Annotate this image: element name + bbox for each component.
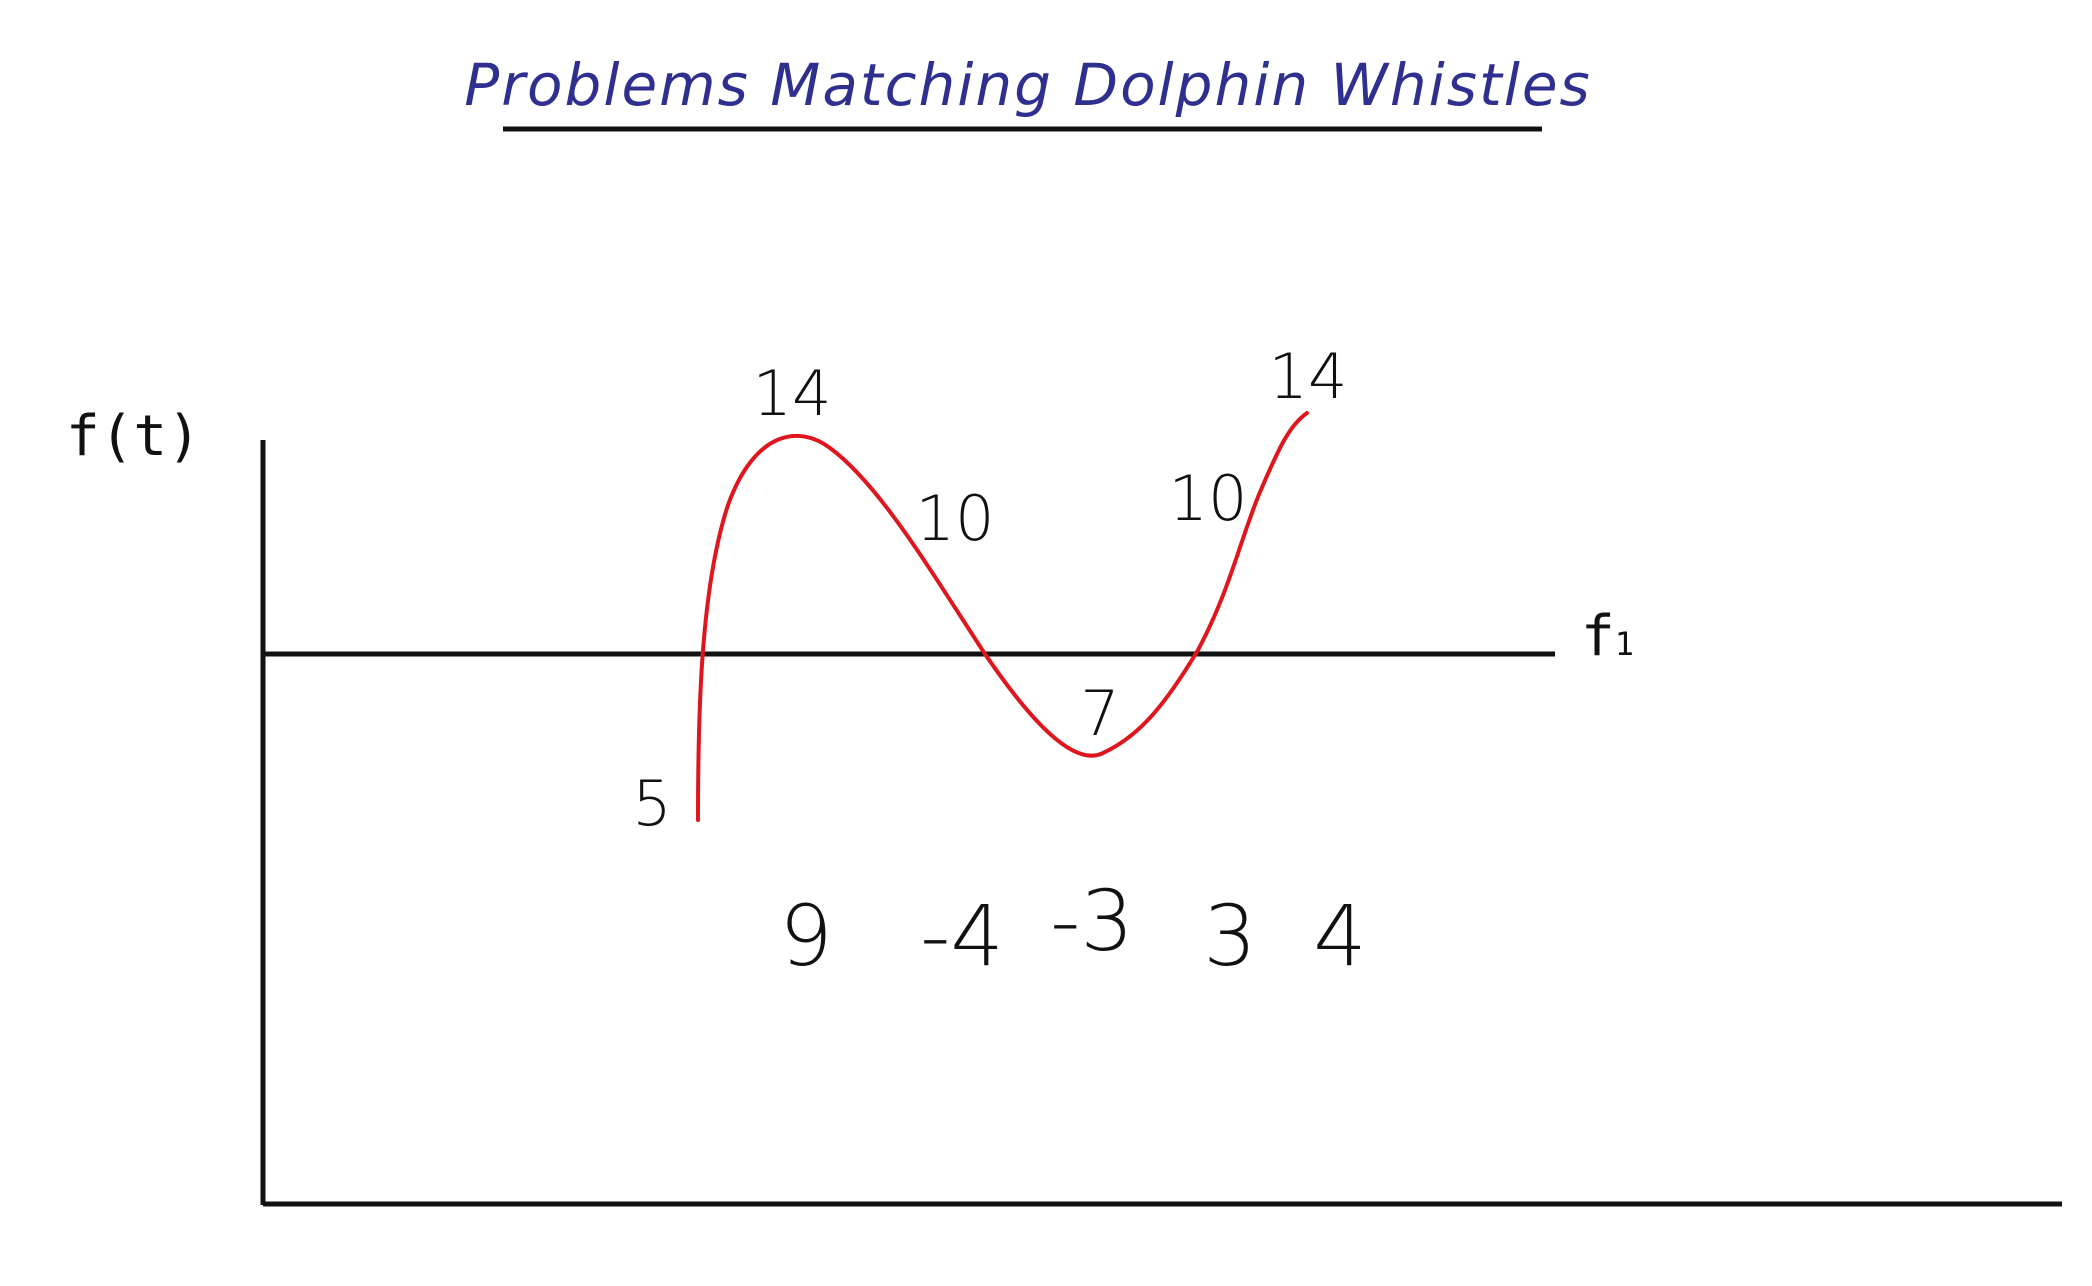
bottom-number-1: 9 (779, 887, 832, 985)
curve-label-start: 5 (632, 767, 671, 840)
curve-label-ascend: 10 (1169, 462, 1248, 535)
bottom-number-2: -4 (920, 887, 1004, 985)
curve-label-end: 14 (1269, 340, 1348, 413)
whistle-curve (696, 411, 1309, 822)
page-title: Problems Matching Dolphin Whistles (464, 51, 1592, 119)
f1-axis-label-subscript: 1 (1615, 625, 1634, 663)
curve-label-descend: 10 (916, 482, 995, 555)
f1-axis-label: f1 (1581, 604, 1634, 669)
bottom-number-4: 3 (1203, 887, 1256, 985)
bottom-number-3: -3 (1050, 872, 1134, 970)
f1-axis-label-main: f (1581, 604, 1615, 669)
bottom-number-5: 4 (1313, 887, 1366, 985)
y-axis-label: f(t) (66, 404, 201, 469)
curve-label-peak: 14 (753, 357, 832, 430)
curve-label-trough: 7 (1080, 677, 1119, 750)
